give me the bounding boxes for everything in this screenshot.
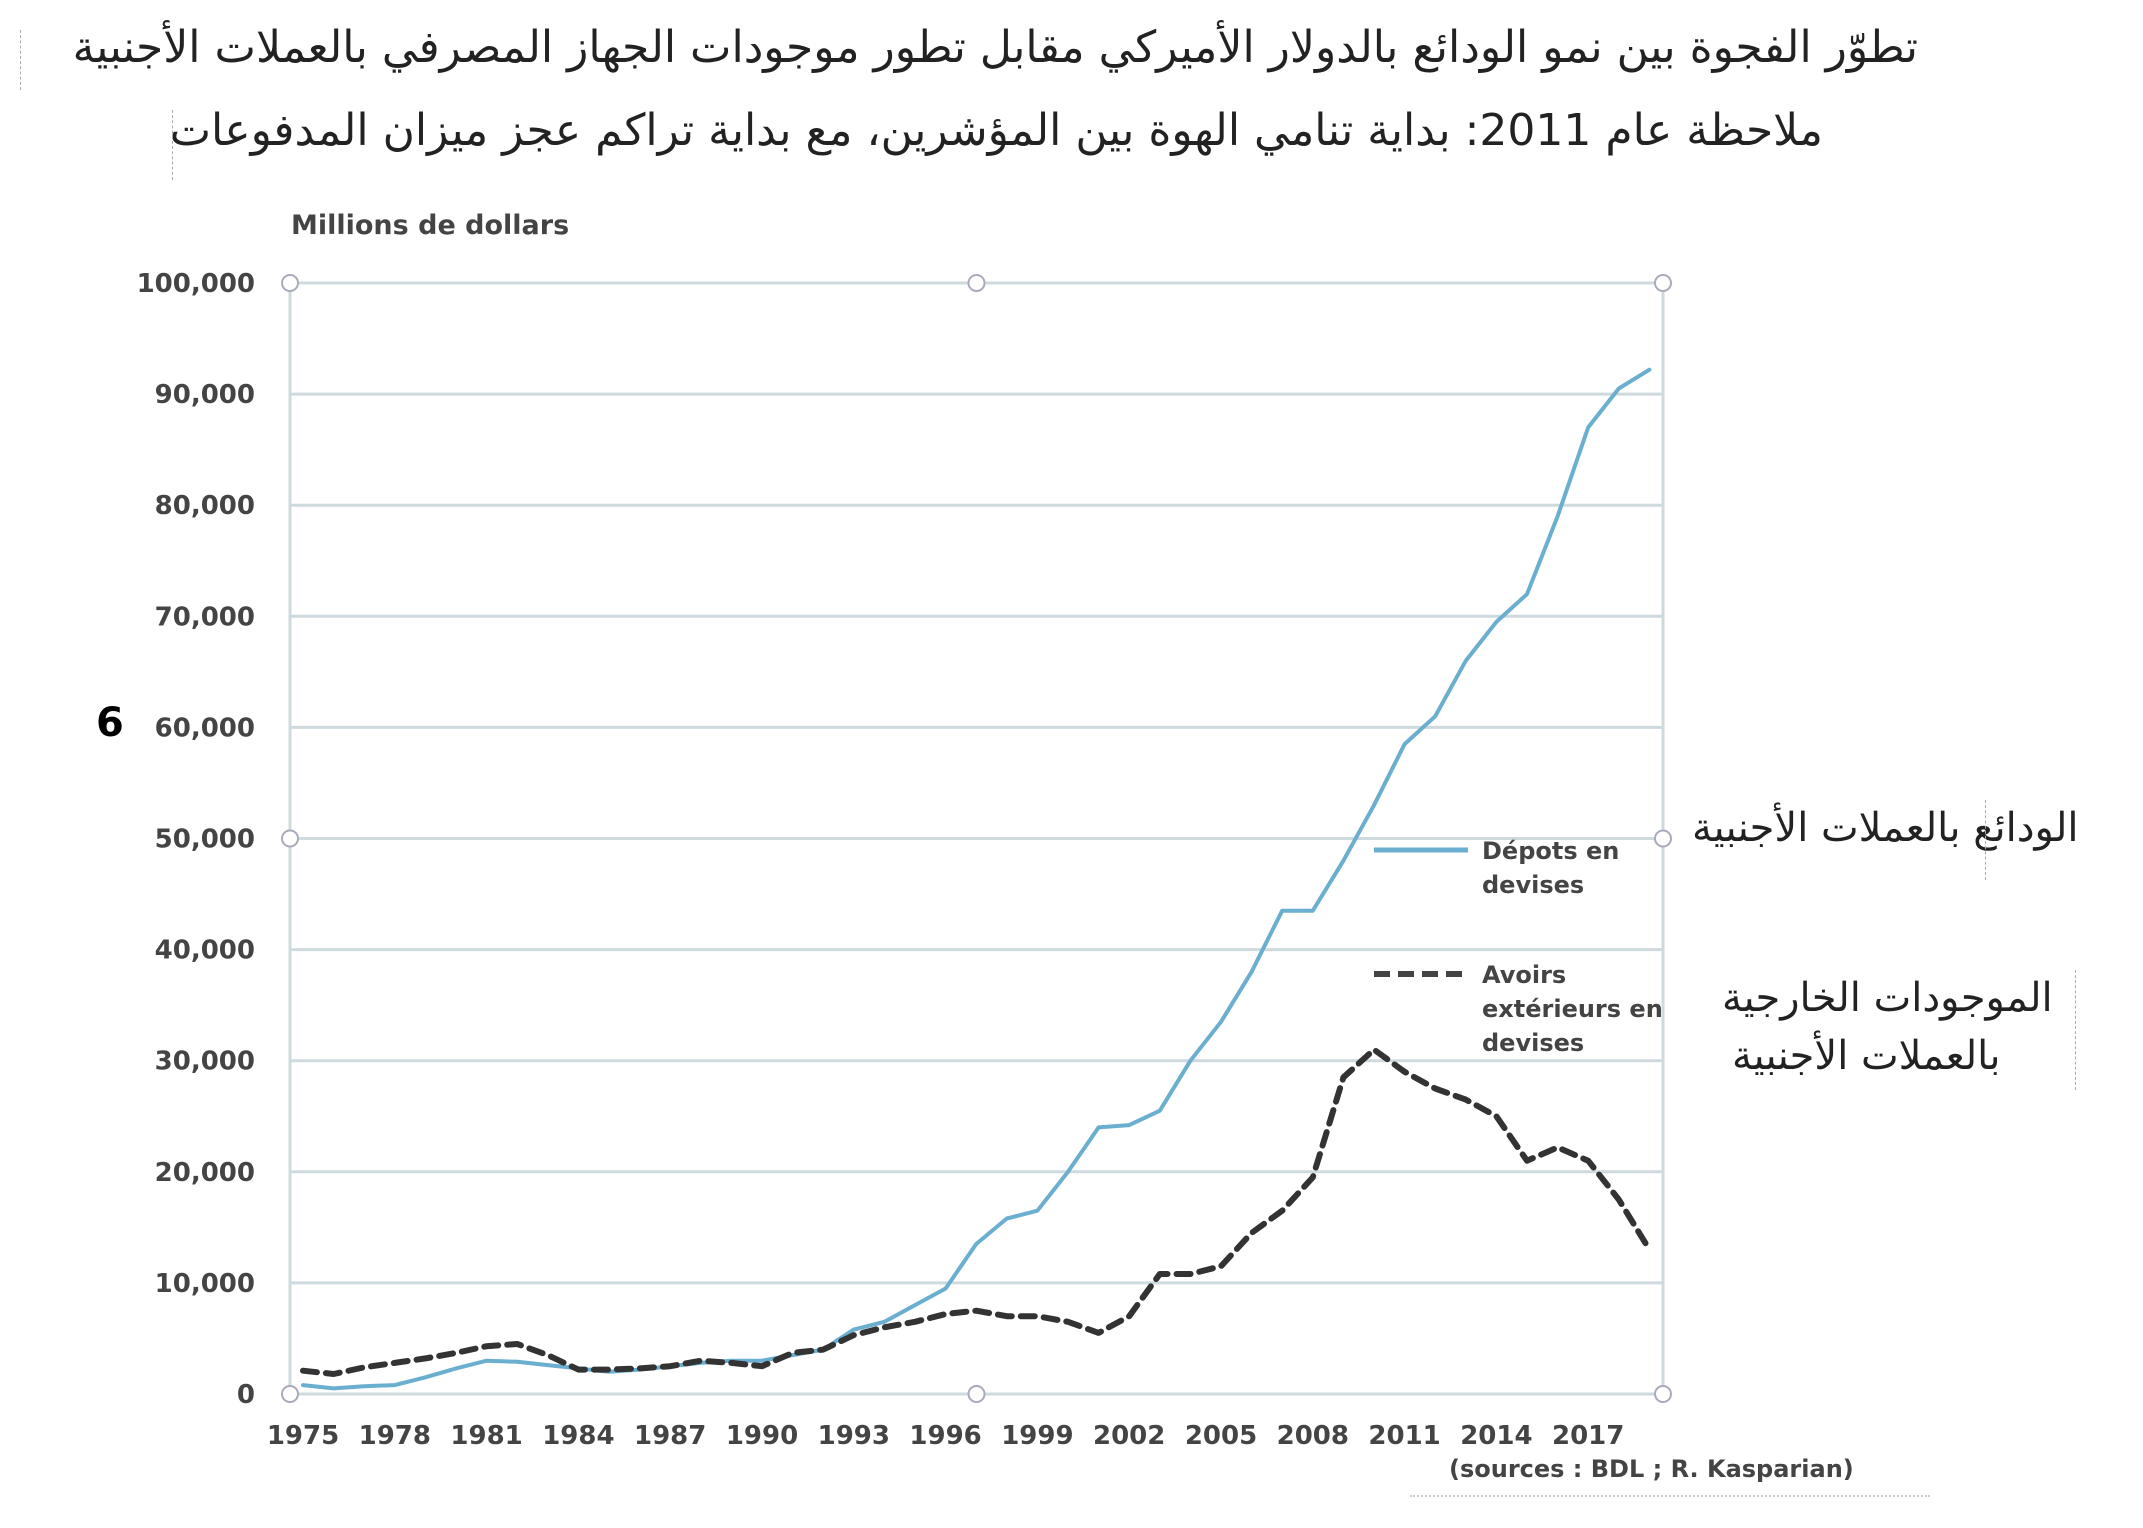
y-tick-label: 0 [237,1380,255,1410]
x-tick-label: 1999 [1001,1421,1073,1451]
resize-handle [1654,1385,1672,1403]
divider [2075,970,2076,1090]
resize-handle [967,274,986,292]
legend-label-assets-3: devises [1482,1029,1584,1057]
series-line-assets [300,1046,1653,1377]
x-tick-label: 1978 [359,1421,431,1451]
series-line-deposits [301,367,1652,1391]
y-axis-label: Millions de dollars [291,210,569,241]
x-tick-label: 2008 [1277,1421,1349,1451]
resize-handle [967,1385,986,1403]
y-tick-label: 80,000 [155,491,255,521]
divider [1410,1495,1930,1497]
annotation-deposits: الودائع بالعملات الأجنبية [1692,805,2079,851]
annotation-assets-2: بالعملات الأجنبية [1732,1033,2001,1079]
x-tick-label: 2017 [1552,1421,1624,1451]
x-tick-label: 2002 [1093,1421,1165,1451]
divider [172,110,173,180]
x-tick-label: 2014 [1460,1421,1532,1451]
y-tick-label: 10,000 [155,1269,255,1299]
x-tick-label: 1984 [542,1421,614,1451]
chart-title-line1: تطوّر الفجوة بين نمو الودائع بالدولار ال… [72,22,1918,73]
y-tick-label: 60,000 [155,713,255,743]
x-tick-label: 1993 [818,1421,890,1451]
x-tick-label: 2005 [1185,1421,1257,1451]
legend-label-assets-2: extérieurs en [1482,995,1663,1023]
y-tick-label: 90,000 [155,380,255,410]
y-tick-label: 50,000 [155,825,255,855]
x-tick-label: 1990 [726,1421,798,1451]
source-note: (sources : BDL ; R. Kasparian) [1449,1455,1854,1483]
chart-title-line2: ملاحظة عام 2011: بداية تنامي الهوة بين ا… [169,105,1823,156]
legend-label-deposits-2: devises [1482,871,1584,899]
y-tick-label: 70,000 [155,602,255,632]
x-tick-label: 1987 [634,1421,706,1451]
annotation-assets-1: الموجودات الخارجية [1722,975,2053,1021]
resize-handle [281,829,299,848]
resize-handle [1654,829,1672,848]
y-tick-label: 100,000 [137,269,255,299]
y-tick-label: 30,000 [155,1047,255,1077]
y-tick-label: 20,000 [155,1158,255,1188]
x-tick-label: 1975 [267,1421,339,1451]
resize-handle [281,1385,299,1403]
legend-label-assets-1: Avoirs [1482,961,1566,989]
resize-handle [281,274,299,292]
page-marker: 6 [96,700,124,746]
x-tick-label: 2011 [1368,1421,1440,1451]
resize-handle [1654,274,1672,292]
legend-label-deposits-1: Dépots en [1482,837,1619,865]
divider [20,30,21,90]
divider [1985,800,1986,880]
x-tick-label: 1996 [909,1421,981,1451]
x-tick-label: 1981 [450,1421,522,1451]
y-tick-label: 40,000 [155,936,255,966]
